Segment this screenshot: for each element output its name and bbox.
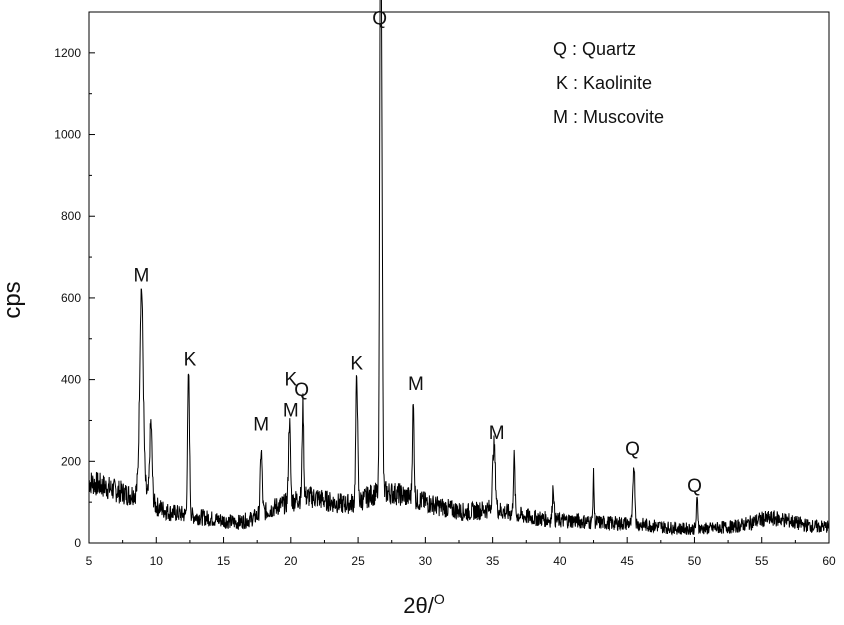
x-tick-label: 15: [217, 554, 231, 568]
y-tick-label: 600: [61, 291, 81, 305]
x-tick-label: 35: [486, 554, 500, 568]
peak-label-q: Q: [625, 439, 640, 460]
x-axis: 5 10 15 20 25 30 35 40 45 50 55 60: [86, 537, 836, 568]
plot-frame: [88, 11, 830, 544]
peak-label-m: M: [134, 266, 150, 287]
peak-label-m: M: [283, 400, 299, 421]
legend-entry: M : Muscovite: [553, 107, 664, 127]
peak-label-m: M: [489, 423, 505, 444]
y-axis: 0 200 400 600 800 1000 1200: [54, 46, 95, 550]
y-tick-label: 1000: [54, 128, 81, 142]
y-tick-label: 1200: [54, 46, 81, 60]
x-tick-label: 25: [351, 554, 365, 568]
legend-entry: K : Kaolinite: [556, 73, 652, 93]
legend: Q : Quartz K : Kaolinite M : Muscovite: [553, 39, 664, 127]
xrd-pattern-line: [88, 0, 830, 536]
peak-label-m: M: [253, 415, 269, 436]
peak-label-k: K: [284, 370, 297, 391]
legend-entry: Q : Quartz: [553, 39, 636, 59]
plot-area: 5 10 15 20 25 30 35 40 45 50 55 60 0 200 400 600 800 100…: [54, 0, 836, 568]
peak-label-q: Q: [687, 476, 702, 497]
peak-label-k: K: [184, 349, 197, 370]
x-tick-label: 50: [688, 554, 702, 568]
y-tick-label: 800: [61, 209, 81, 223]
x-tick-label: 30: [419, 554, 433, 568]
peak-label-q: Q: [372, 8, 387, 29]
x-axis-title-superscript: O: [434, 591, 445, 607]
y-tick-label: 0: [74, 536, 81, 550]
x-tick-label: 45: [621, 554, 635, 568]
y-tick-label: 200: [61, 454, 81, 468]
x-tick-label: 5: [86, 554, 93, 568]
x-tick-label: 55: [755, 554, 769, 568]
peak-label-m: M: [408, 374, 424, 395]
x-axis-title-main: 2θ/: [403, 593, 434, 618]
peak-label-k: K: [350, 353, 363, 374]
x-axis-title: 2θ/O: [403, 591, 445, 618]
y-axis-title: cps: [0, 281, 26, 318]
x-tick-label: 20: [284, 554, 298, 568]
y-tick-label: 400: [61, 373, 81, 387]
peak-label-q: Q: [294, 380, 309, 401]
x-tick-label: 40: [553, 554, 567, 568]
x-tick-label: 60: [822, 554, 836, 568]
x-tick-label: 10: [150, 554, 164, 568]
